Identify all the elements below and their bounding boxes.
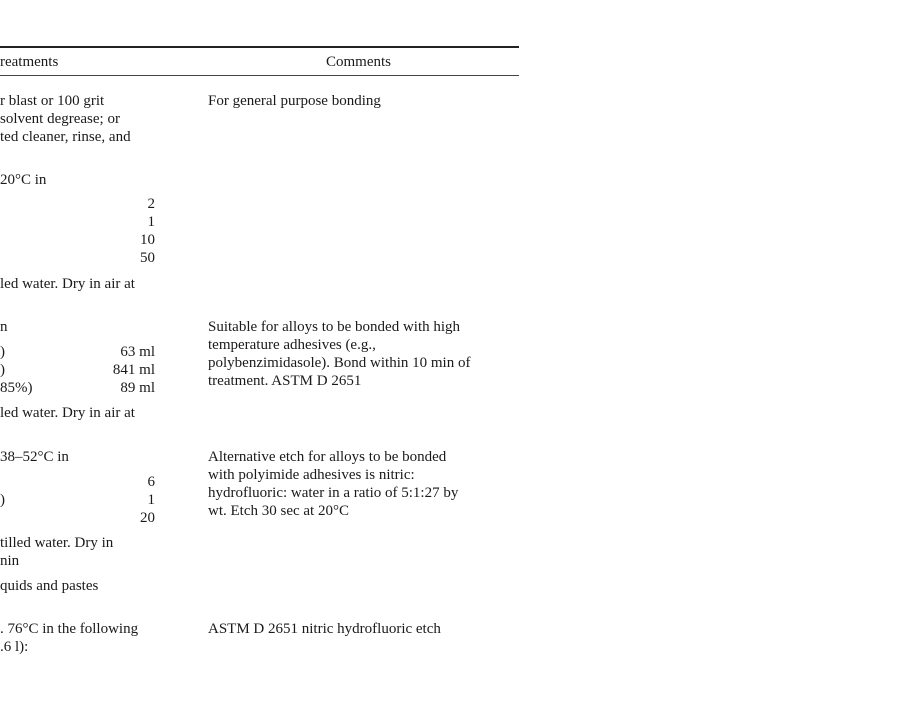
treatment-line: 20°C in bbox=[0, 172, 47, 188]
treatment-line: solvent degrease; or bbox=[0, 111, 120, 127]
component-label: 85%) bbox=[0, 380, 33, 396]
comment-line: Suitable for alloys to be bonded with hi… bbox=[208, 319, 461, 335]
comment-line: treatment. ASTM D 2651 bbox=[208, 373, 362, 389]
treatment-line: 38–52°C in bbox=[0, 449, 69, 465]
component-label: ) bbox=[0, 362, 5, 378]
component-amount: 63 ml bbox=[120, 344, 155, 360]
component-amount: 50 bbox=[140, 250, 155, 266]
treatment-line: .6 l): bbox=[0, 639, 29, 655]
component-label: ) bbox=[0, 492, 5, 508]
header-rule bbox=[0, 75, 519, 76]
component-amount: 2 bbox=[147, 196, 156, 212]
component-amount: 10 bbox=[140, 232, 155, 248]
component-amount: 1 bbox=[147, 214, 156, 230]
component-amount: 6 bbox=[147, 474, 156, 490]
comment-line: temperature adhesives (e.g., bbox=[208, 337, 376, 353]
comment-line: polybenzimidasole). Bond within 10 min o… bbox=[208, 355, 471, 371]
component-amount: 20 bbox=[140, 510, 155, 526]
comment-line: For general purpose bonding bbox=[208, 93, 381, 109]
component-amount: 89 ml bbox=[120, 380, 155, 396]
treatment-line: r blast or 100 grit bbox=[0, 93, 105, 109]
comment-line: wt. Etch 30 sec at 20°C bbox=[208, 503, 349, 519]
comment-line: with polyimide adhesives is nitric: bbox=[208, 467, 415, 483]
treatment-line: ted cleaner, rinse, and bbox=[0, 129, 131, 145]
treatment-line: nin bbox=[0, 553, 20, 569]
treatment-line: led water. Dry in air at bbox=[0, 276, 135, 292]
component-amount: 841 ml bbox=[112, 362, 155, 378]
comment-line: Alternative etch for alloys to be bonded bbox=[208, 449, 447, 465]
treatment-line: . 76°C in the following bbox=[0, 621, 139, 637]
component-label: ) bbox=[0, 344, 5, 360]
comment-line: hydrofluoric: water in a ratio of 5:1:27… bbox=[208, 485, 459, 501]
comment-line: ASTM D 2651 nitric hydrofluoric etch bbox=[208, 621, 441, 637]
header-comments: Comments bbox=[326, 54, 392, 70]
treatment-line: quids and pastes bbox=[0, 578, 99, 594]
component-amount: 1 bbox=[147, 492, 156, 508]
header-treatments: reatments bbox=[0, 54, 59, 70]
table-top-rule bbox=[0, 46, 519, 48]
treatment-line: led water. Dry in air at bbox=[0, 405, 135, 421]
treatment-line: tilled water. Dry in bbox=[0, 535, 114, 551]
treatment-line: n bbox=[0, 319, 8, 335]
